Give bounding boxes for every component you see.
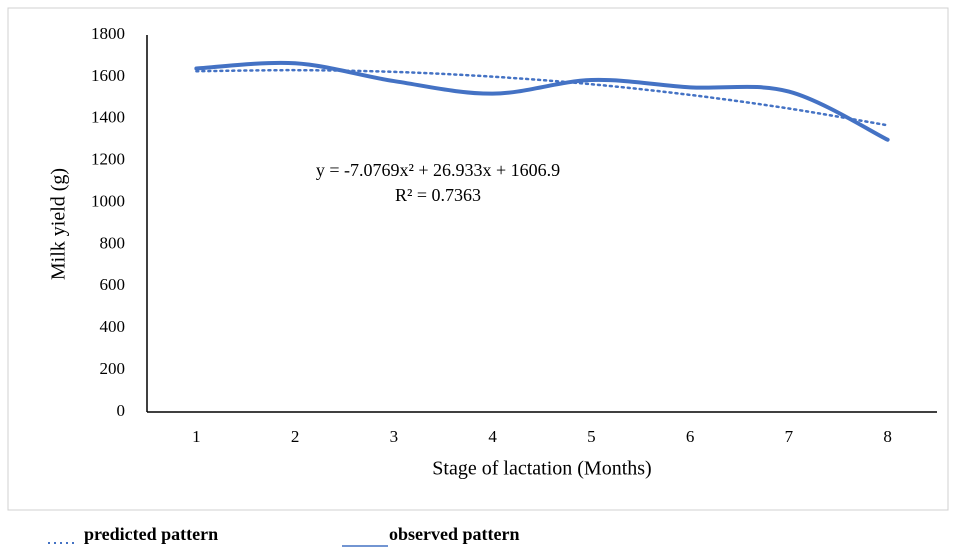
y-tick-label: 1000	[91, 191, 125, 210]
trend-line	[195, 68, 889, 127]
x-tick-label: 2	[291, 427, 300, 446]
y-tick-label: 400	[100, 317, 126, 336]
equation: y = -7.0769x² + 26.933x + 1606.9	[316, 160, 560, 180]
chart-frame	[7, 7, 949, 511]
r-squared: R² = 0.7363	[395, 185, 481, 205]
x-tick-label: 1	[192, 427, 201, 446]
y-tick-label: 1200	[91, 150, 125, 169]
x-tick-label: 4	[488, 427, 497, 446]
data-line	[194, 60, 890, 142]
x-tick-label: 5	[587, 427, 596, 446]
y-tick-label: 0	[117, 401, 126, 420]
x-tick-label: 3	[390, 427, 399, 446]
x-tick-label: 7	[785, 427, 794, 446]
y-tick-label: 1600	[91, 66, 125, 85]
x-tick-label: 6	[686, 427, 695, 446]
y-tick-label: 1400	[91, 108, 125, 127]
legend-label: observed pattern	[389, 524, 519, 544]
y-tick-label: 200	[100, 359, 126, 378]
y-tick-label: 600	[100, 275, 126, 294]
y-axis-label: Milk yield (g)	[48, 168, 70, 280]
y-tick-label: 800	[100, 233, 126, 252]
x-axis-label: Stage of lactation (Months)	[432, 458, 651, 480]
x-tick-label: 8	[883, 427, 892, 446]
legend-label: predicted pattern	[84, 524, 218, 544]
y-tick-label: 1800	[91, 24, 125, 43]
